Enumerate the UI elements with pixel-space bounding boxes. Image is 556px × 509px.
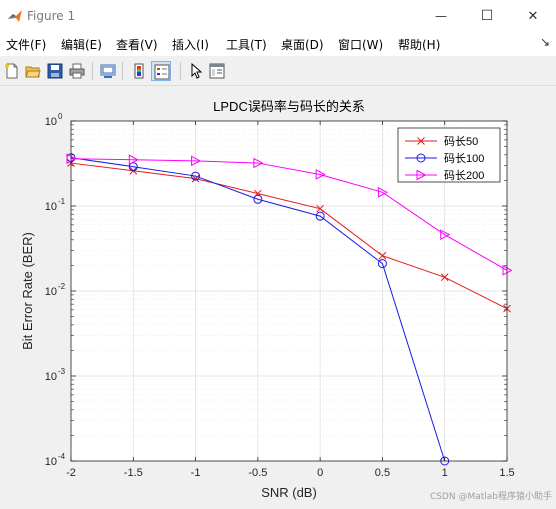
series-3 <box>66 153 513 276</box>
open-file-icon <box>25 66 41 78</box>
y-tick-label-exp: -2 <box>58 282 66 291</box>
colorbar-icon <box>134 63 144 79</box>
data-point-marker <box>128 154 139 166</box>
data-point-marker <box>191 171 201 181</box>
legend-marker <box>416 153 426 163</box>
legend-icon <box>154 64 170 80</box>
menu-tools[interactable]: 工具(T) <box>226 38 267 52</box>
y-tick-label-base: 10 <box>45 201 57 213</box>
data-point-marker <box>315 211 325 221</box>
matlab-logo-icon <box>8 10 22 22</box>
menu-edit[interactable]: 编辑(E) <box>61 38 102 52</box>
toolbar-separator <box>122 62 123 80</box>
y-tick-label-base: 10 <box>45 116 57 128</box>
y-tick-label-base: 10 <box>45 456 57 468</box>
legend-label: 码长50 <box>444 135 478 148</box>
data-point-marker <box>315 169 326 180</box>
save-icon <box>47 63 63 79</box>
y-tick-label-exp: -4 <box>58 452 66 461</box>
title-bar: Figure 1 — ☐ ✕ <box>0 0 556 32</box>
data-point-marker <box>377 186 388 198</box>
save-button[interactable] <box>45 61 65 81</box>
x-tick-label: -0.5 <box>248 467 267 479</box>
legend-label: 码长200 <box>444 169 484 182</box>
data-point-marker <box>191 174 200 183</box>
series-line <box>70 157 446 462</box>
data-point-marker <box>440 229 451 240</box>
toolbar-separator <box>180 62 181 80</box>
legend-marker <box>416 169 427 181</box>
colorbar-button[interactable] <box>129 61 149 81</box>
y-tick-label-exp: -1 <box>58 197 66 206</box>
legend-box <box>397 127 501 183</box>
series-line <box>70 162 508 310</box>
menu-view[interactable]: 查看(V) <box>116 38 158 52</box>
menu-window[interactable]: 窗口(W) <box>338 38 384 52</box>
y-tick-label-base: 10 <box>45 371 57 383</box>
y-axis-label: Bit Error Rate (BER) <box>20 232 35 350</box>
data-point-marker <box>377 259 387 269</box>
property-inspector-icon <box>209 63 225 79</box>
close-button[interactable]: ✕ <box>510 0 556 32</box>
close-icon: ✕ <box>527 8 539 24</box>
figure-canvas: -2 -1.5 -1 -0.5 0 0.5 1 1.5 10 0 10 -1 10 -2 10 -3 10 -4 … <box>0 86 556 505</box>
x-tick-label: 0 <box>317 467 323 479</box>
print-button[interactable] <box>67 61 87 81</box>
dock-arrow-icon[interactable]: ↘ <box>539 35 550 49</box>
open-file-button[interactable] <box>23 61 43 81</box>
new-figure-icon <box>5 63 18 79</box>
x-tick-label: 0.5 <box>375 467 390 479</box>
print-preview-button[interactable] <box>98 61 118 81</box>
menu-help[interactable]: 帮助(H) <box>398 38 441 52</box>
y-tick-label-exp: 0 <box>58 112 63 121</box>
menu-bar: 文件(F) 编辑(E) 查看(V) 插入(I) 工具(T) 桌面(D) 窗口(W… <box>0 32 556 56</box>
maximize-button[interactable]: ☐ <box>464 0 510 32</box>
minimize-icon: — <box>435 9 447 23</box>
legend-marker <box>417 137 425 145</box>
legend[interactable]: 码长50 码长100 码长200 <box>397 127 501 183</box>
y-tick-label-base: 10 <box>45 286 57 298</box>
data-point-marker <box>440 273 449 282</box>
minimize-button[interactable]: — <box>418 0 464 32</box>
x-tick-label: -2 <box>66 467 76 479</box>
maximize-icon: ☐ <box>480 8 494 24</box>
chart-title: LPDC误码率与码长的关系 <box>213 99 365 114</box>
window-title: Figure 1 <box>27 9 76 23</box>
y-tick-label-exp: -3 <box>58 367 66 376</box>
series-line <box>70 158 508 271</box>
data-point-marker <box>253 194 263 204</box>
toolbar-separator <box>92 62 93 80</box>
series-layer <box>66 153 513 466</box>
x-tick-label: -1 <box>191 467 201 479</box>
menu-desktop[interactable]: 桌面(D) <box>281 38 324 52</box>
print-icon <box>69 63 85 79</box>
x-axis-label: SNR (dB) <box>261 485 317 500</box>
x-tick-label: 1 <box>442 467 448 479</box>
legend-label: 码长100 <box>444 152 484 165</box>
legend-button[interactable] <box>151 61 171 81</box>
x-tick-label: -1.5 <box>124 467 143 479</box>
print-preview-icon <box>100 64 116 78</box>
menu-file[interactable]: 文件(F) <box>6 38 47 52</box>
data-point-marker <box>378 251 387 260</box>
data-point-marker <box>316 204 324 213</box>
menu-insert[interactable]: 插入(I) <box>172 38 209 52</box>
new-figure-button[interactable] <box>2 61 22 81</box>
data-point-marker <box>253 157 264 169</box>
watermark: CSDN @Matlab程序猿小助手 <box>429 492 552 502</box>
figure-toolbar <box>0 57 556 86</box>
x-tick-label: 1.5 <box>499 467 514 479</box>
property-inspector-button[interactable] <box>207 61 227 81</box>
pointer-button[interactable] <box>186 61 206 81</box>
data-point-marker <box>191 155 202 167</box>
pointer-icon <box>191 63 203 79</box>
